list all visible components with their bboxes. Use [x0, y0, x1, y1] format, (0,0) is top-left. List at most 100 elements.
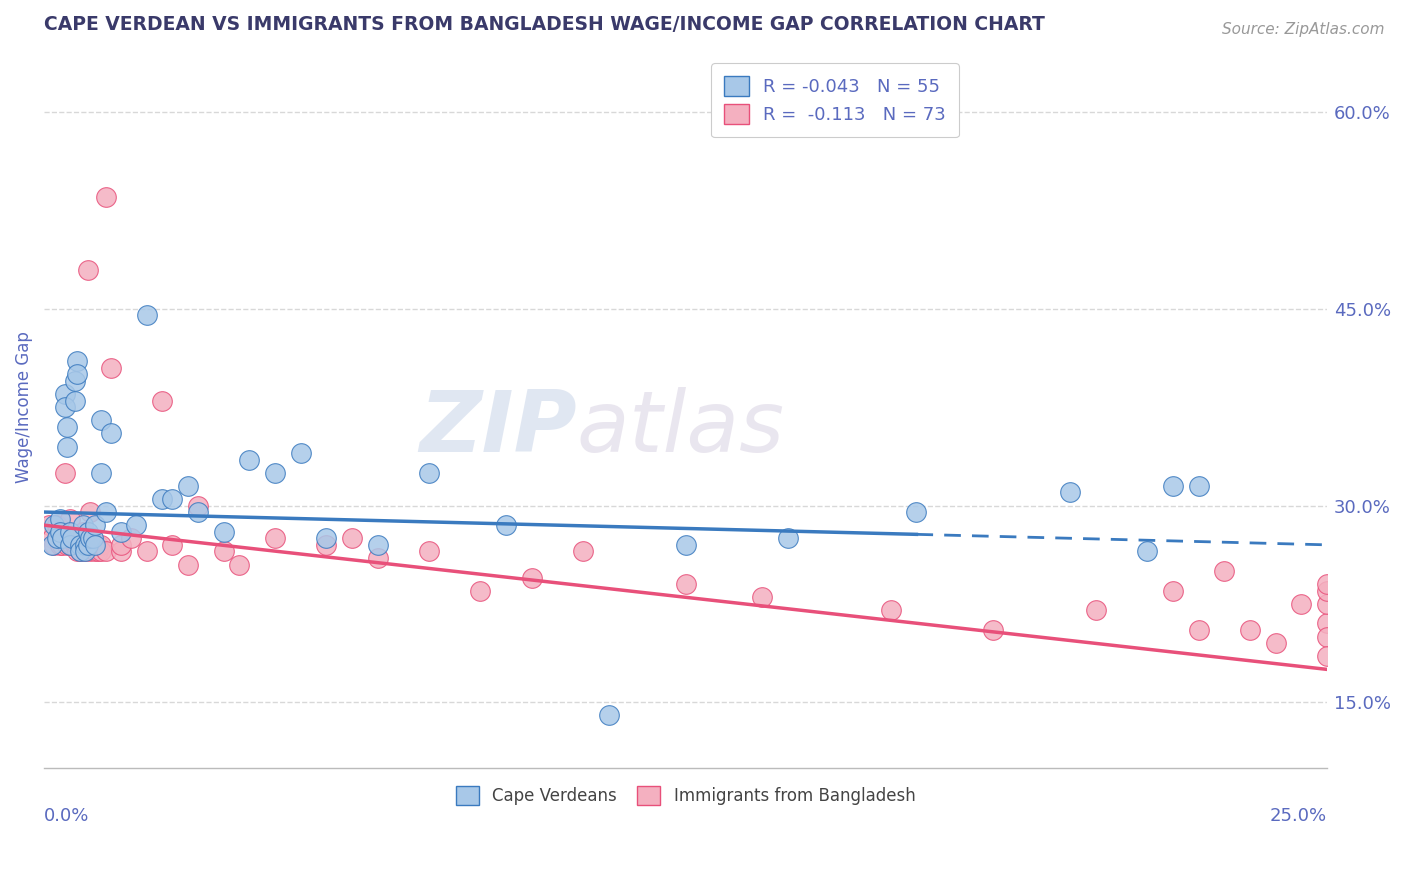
Text: CAPE VERDEAN VS IMMIGRANTS FROM BANGLADESH WAGE/INCOME GAP CORRELATION CHART: CAPE VERDEAN VS IMMIGRANTS FROM BANGLADE… [44, 15, 1045, 34]
Point [44, 538, 66, 552]
Point [520, 571, 543, 585]
Point [264, 531, 287, 545]
Point [90, 544, 112, 558]
Point [572, 544, 595, 558]
Point [135, 544, 157, 558]
Point [69, 544, 91, 558]
Point [1291, 597, 1313, 611]
Point [69, 544, 91, 558]
Point [228, 558, 250, 572]
Point [84, 544, 107, 558]
Text: 0.0%: 0.0% [44, 807, 90, 825]
Point [75, 544, 97, 558]
Point [238, 452, 260, 467]
Point [63, 538, 86, 552]
Point [51, 531, 73, 545]
Point [72, 518, 94, 533]
Point [983, 623, 1005, 637]
Point [135, 309, 157, 323]
Point [90, 538, 112, 552]
Point [675, 538, 697, 552]
Point [367, 551, 389, 566]
Point [75, 538, 97, 552]
Point [44, 518, 66, 533]
Point [60, 531, 83, 545]
Point [290, 446, 312, 460]
Point [76, 524, 98, 539]
Point [675, 577, 697, 591]
Point [1316, 597, 1339, 611]
Point [87, 544, 110, 558]
Point [41, 531, 63, 545]
Point [59, 538, 82, 552]
Point [880, 603, 903, 617]
Point [82, 531, 104, 545]
Point [72, 524, 94, 539]
Text: 25.0%: 25.0% [1270, 807, 1327, 825]
Point [150, 491, 173, 506]
Point [59, 538, 82, 552]
Text: ZIP: ZIP [419, 387, 576, 470]
Point [418, 466, 440, 480]
Point [1059, 485, 1081, 500]
Point [90, 413, 112, 427]
Point [120, 531, 142, 545]
Point [470, 583, 492, 598]
Point [79, 531, 101, 545]
Point [125, 518, 148, 533]
Point [1161, 479, 1184, 493]
Point [48, 538, 70, 552]
Point [84, 538, 107, 552]
Point [1316, 577, 1339, 591]
Point [69, 538, 91, 552]
Point [56, 420, 79, 434]
Point [315, 531, 337, 545]
Point [53, 466, 76, 480]
Text: atlas: atlas [576, 387, 785, 470]
Point [53, 387, 76, 401]
Point [59, 511, 82, 525]
Point [110, 544, 132, 558]
Point [75, 538, 97, 552]
Point [1316, 583, 1339, 598]
Point [66, 354, 89, 368]
Point [1136, 544, 1159, 558]
Point [177, 558, 200, 572]
Point [82, 538, 104, 552]
Point [1161, 583, 1184, 598]
Point [56, 440, 79, 454]
Point [1316, 649, 1339, 664]
Point [1188, 479, 1211, 493]
Point [48, 531, 70, 545]
Point [60, 538, 83, 552]
Point [187, 505, 209, 519]
Y-axis label: Wage/Income Gap: Wage/Income Gap [15, 331, 32, 483]
Point [94, 544, 117, 558]
Point [94, 505, 117, 519]
Point [367, 538, 389, 552]
Point [60, 531, 83, 545]
Point [1264, 636, 1286, 650]
Point [110, 524, 132, 539]
Point [187, 499, 209, 513]
Point [79, 505, 101, 519]
Point [66, 538, 89, 552]
Point [100, 360, 122, 375]
Point [1316, 630, 1339, 644]
Point [212, 544, 235, 558]
Point [76, 262, 98, 277]
Point [162, 538, 184, 552]
Point [56, 531, 79, 545]
Point [79, 544, 101, 558]
Point [48, 524, 70, 539]
Point [212, 524, 235, 539]
Point [177, 479, 200, 493]
Point [45, 518, 67, 533]
Point [94, 190, 117, 204]
Point [150, 393, 173, 408]
Point [51, 538, 73, 552]
Point [75, 544, 97, 558]
Point [76, 538, 98, 552]
Point [84, 538, 107, 552]
Point [41, 538, 63, 552]
